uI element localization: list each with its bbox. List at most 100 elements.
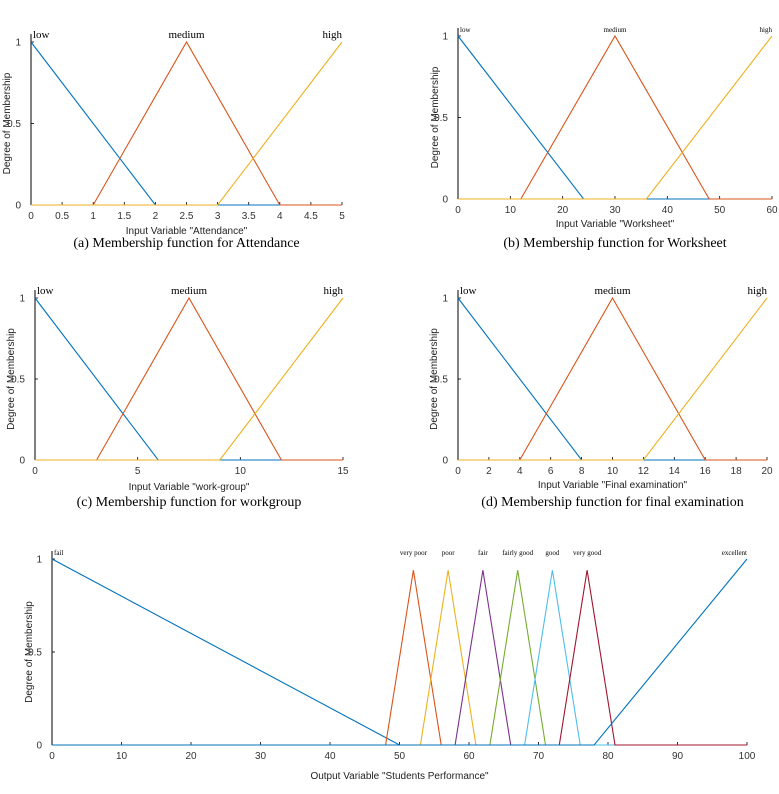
x-tick-label: 100 bbox=[739, 751, 756, 762]
x-tick-label: 4 bbox=[517, 466, 523, 477]
series-line-medium bbox=[35, 296, 343, 461]
series-line-medium bbox=[458, 34, 772, 200]
y-axis-label: Degree of Membership bbox=[2, 72, 13, 174]
x-tick-label: 50 bbox=[714, 205, 726, 216]
x-tick-label: 2 bbox=[486, 466, 492, 477]
y-tick-label: 0.5 bbox=[11, 375, 25, 386]
x-tick-label: 16 bbox=[700, 466, 712, 477]
x-tick-label: 12 bbox=[638, 466, 650, 477]
y-axis-label: Degree of Membership bbox=[24, 601, 35, 703]
x-axis-label: Input Variable "Worksheet" bbox=[556, 219, 675, 230]
x-tick-label: 60 bbox=[463, 751, 475, 762]
series-label-poor: poor bbox=[442, 549, 456, 557]
x-tick-label: 4.5 bbox=[304, 211, 318, 222]
series-label-high: high bbox=[760, 26, 773, 34]
x-tick-label: 2 bbox=[153, 211, 159, 222]
y-tick-label: 1 bbox=[15, 38, 21, 49]
series-label-excellent: excellent bbox=[722, 549, 747, 557]
x-tick-label: 0 bbox=[32, 466, 38, 477]
y-tick-label: 0.5 bbox=[7, 119, 21, 130]
x-tick-label: 90 bbox=[672, 751, 684, 762]
x-tick-label: 18 bbox=[731, 466, 743, 477]
y-tick-label: 1 bbox=[442, 294, 448, 305]
x-tick-label: 30 bbox=[255, 751, 267, 762]
series-label-fairly-good: fairly good bbox=[502, 549, 533, 557]
x-tick-label: 4 bbox=[277, 211, 283, 222]
x-tick-label: 60 bbox=[766, 205, 778, 216]
x-axis-label: Input Variable "work-group" bbox=[129, 482, 250, 493]
x-tick-label: 40 bbox=[324, 751, 336, 762]
y-axis-label: Degree of Membership bbox=[430, 66, 441, 168]
x-tick-label: 20 bbox=[557, 205, 569, 216]
series-label-good: good bbox=[545, 549, 560, 557]
series-line-low bbox=[457, 297, 767, 461]
x-tick-label: 5 bbox=[135, 466, 141, 477]
x-tick-label: 70 bbox=[533, 751, 545, 762]
x-tick-label: 0 bbox=[49, 751, 55, 762]
x-axis-label: Input Variable "Attendance" bbox=[126, 226, 248, 237]
x-tick-label: 10 bbox=[235, 466, 247, 477]
chart-workgroup: 0 5 10 15 0 0.5 1 Input Variable "work-group" De… bbox=[6, 285, 349, 510]
x-tick-label: 5 bbox=[339, 211, 345, 222]
figure-caption: (a) Membership function for Attendance bbox=[73, 236, 299, 251]
x-tick-label: 40 bbox=[662, 205, 674, 216]
series-label-medium: medium bbox=[171, 285, 207, 297]
series-label-high: high bbox=[323, 285, 343, 297]
x-tick-label: 10 bbox=[607, 466, 619, 477]
y-tick-label: 0 bbox=[15, 201, 21, 212]
series-line-low bbox=[457, 35, 772, 200]
chart-worksheet: 0 10 20 30 40 50 60 0 0.5 1 Input Variable "Worksh… bbox=[430, 26, 778, 251]
y-tick-label: 0 bbox=[442, 456, 448, 467]
y-tick-label: 0.5 bbox=[434, 375, 448, 386]
series-line-low bbox=[30, 41, 342, 206]
x-tick-label: 1 bbox=[90, 211, 96, 222]
x-tick-label: 14 bbox=[669, 466, 681, 477]
series-label-very-poor: very poor bbox=[400, 549, 428, 557]
y-axis-label: Degree of Membership bbox=[429, 328, 440, 430]
y-tick-label: 1 bbox=[36, 555, 42, 566]
series-line-high bbox=[35, 297, 344, 461]
series-line-medium bbox=[31, 40, 342, 206]
series-label-medium: medium bbox=[594, 285, 630, 297]
x-tick-label: 8 bbox=[579, 466, 585, 477]
series-line-high bbox=[31, 41, 343, 206]
x-axis-label: Input Variable "Final examination" bbox=[538, 480, 688, 491]
series-label-fair: fair bbox=[478, 549, 488, 557]
series-label-medium: medium bbox=[604, 26, 627, 34]
x-tick-label: 1.5 bbox=[117, 211, 131, 222]
y-axis-label: Degree of Membership bbox=[6, 328, 17, 430]
x-tick-label: 3 bbox=[215, 211, 221, 222]
series-label-low: low bbox=[460, 285, 477, 297]
series-label-high: high bbox=[322, 29, 342, 41]
x-tick-label: 6 bbox=[548, 466, 554, 477]
series-line-fail bbox=[51, 558, 747, 746]
figure-caption: (c) Membership function for workgroup bbox=[77, 495, 302, 510]
figure-caption: (b) Membership function for Worksheet bbox=[503, 236, 726, 251]
y-tick-label: 0 bbox=[442, 195, 448, 206]
x-tick-label: 0 bbox=[455, 205, 461, 216]
series-line-high bbox=[458, 297, 768, 461]
x-tick-label: 10 bbox=[505, 205, 517, 216]
x-axis-label: Output Variable "Students Performance" bbox=[310, 771, 489, 782]
x-tick-label: 15 bbox=[337, 466, 349, 477]
series-line-excellent bbox=[52, 558, 748, 746]
x-tick-label: 0 bbox=[28, 211, 34, 222]
chart-final-exam: 0 2 4 6 8 10 12 14 16 18 20 0 0.5 1 Input Variable "Fi… bbox=[429, 285, 773, 510]
x-tick-label: 80 bbox=[602, 751, 614, 762]
series-line-high bbox=[458, 35, 773, 200]
y-tick-label: 0 bbox=[19, 456, 25, 467]
series-line-very-poor bbox=[52, 570, 747, 746]
series-line-low bbox=[34, 297, 343, 461]
y-tick-label: 0.5 bbox=[434, 113, 448, 124]
series-label-very-good: very good bbox=[573, 549, 602, 557]
x-tick-label: 0.5 bbox=[55, 211, 69, 222]
x-tick-label: 20 bbox=[761, 466, 773, 477]
x-tick-label: 30 bbox=[609, 205, 621, 216]
series-label-fail: fail bbox=[54, 549, 63, 557]
figure-caption: (d) Membership function for final examin… bbox=[481, 495, 743, 510]
series-label-medium: medium bbox=[168, 29, 204, 41]
x-tick-label: 3.5 bbox=[242, 211, 256, 222]
x-tick-label: 0 bbox=[455, 466, 461, 477]
y-tick-label: 1 bbox=[442, 32, 448, 43]
